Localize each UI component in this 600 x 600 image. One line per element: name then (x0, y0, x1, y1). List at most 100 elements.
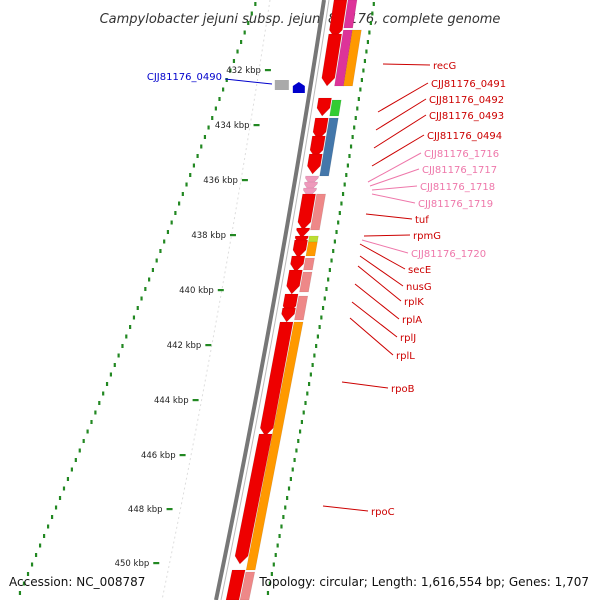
genome-backbone (214, 0, 330, 600)
outer-dot (229, 68, 232, 73)
outer-dot (211, 116, 214, 120)
inner-dot (270, 572, 273, 576)
inner-dot (284, 505, 287, 510)
outer-dot (148, 277, 151, 282)
tick-mark (241, 179, 248, 182)
inner-dot (343, 182, 346, 187)
outer-dot (105, 382, 109, 386)
inner-dot (357, 97, 360, 101)
gene-label: rplK (404, 297, 424, 308)
outer-dot (178, 201, 181, 206)
tick-mark (205, 344, 212, 347)
outer-dot (117, 353, 120, 358)
leader-line (357, 265, 402, 302)
inner-dot (365, 49, 368, 54)
outer-dot (136, 306, 139, 310)
inner-dot (268, 581, 272, 586)
gene-block (281, 307, 296, 323)
outer-dot (54, 505, 58, 510)
leader-line (371, 193, 416, 204)
inner-dot (306, 391, 309, 396)
outer-dot (254, 2, 257, 6)
leader-line (373, 114, 427, 149)
inner-dot (327, 277, 330, 282)
leader-line (322, 505, 369, 512)
outer-dot (30, 562, 34, 567)
tick-label: 434 kbp (215, 121, 250, 131)
outer-dot (166, 230, 170, 234)
outer-dot (18, 591, 22, 595)
tick-label: 438 kbp (191, 231, 226, 241)
gene-block (316, 97, 332, 117)
outer-dot (189, 173, 192, 177)
inner-dot (266, 591, 270, 595)
gene-block (334, 29, 353, 87)
outer-dot (200, 144, 203, 149)
outer-dot (243, 30, 246, 35)
outer-dot (26, 572, 30, 576)
gene-block (329, 99, 342, 117)
gene-label: CJJ81176_1718 (420, 182, 495, 193)
leader-line (341, 381, 389, 389)
outer-dot (236, 49, 239, 54)
inner-dot (369, 21, 372, 25)
inner-dot (297, 439, 300, 443)
gene-features (225, 0, 362, 600)
gene-block (292, 239, 309, 259)
outer-dot (82, 439, 85, 443)
gene-block (343, 29, 362, 87)
inner-dot (293, 458, 296, 462)
inner-dot (351, 135, 354, 139)
outer-dot (185, 182, 188, 187)
outer-dot (129, 325, 132, 329)
outer-dot (218, 97, 221, 101)
outer-dot (207, 125, 210, 130)
gene-labels: recG CJJ81176_0491 CJJ81176_0492 CJJ81176_0… (147, 61, 506, 518)
inner-dot (304, 401, 307, 405)
inner-dot (356, 106, 359, 111)
leader-line (361, 239, 409, 254)
tick-mark (153, 562, 160, 565)
inner-dot (371, 11, 374, 16)
outer-dot (174, 211, 177, 215)
inner-dot (291, 467, 294, 472)
outer-dot (46, 524, 50, 529)
inner-dot (345, 173, 348, 177)
inner-dot (316, 334, 319, 339)
inner-dot (323, 296, 326, 301)
leader-line (354, 283, 400, 320)
outer-dot (232, 59, 236, 63)
gene-label: nusG (406, 282, 432, 293)
outer-dot (140, 296, 143, 301)
outer-dot (247, 21, 250, 25)
inner-dot (340, 201, 343, 206)
gene-label-left: CJJ81176_0490 (147, 72, 222, 83)
accession-text: Accession: NC_008787 (9, 575, 145, 589)
outer-dot (222, 87, 225, 92)
gene-block (307, 235, 319, 243)
gene-block (286, 269, 303, 295)
tick-label: 432 kbp (226, 66, 261, 76)
gene-label: rpoB (391, 384, 415, 395)
tick-label: 446 kbp (141, 451, 176, 461)
inner-dot (321, 306, 325, 310)
gene-label: rpmG (413, 231, 441, 242)
inner-dot (278, 534, 281, 538)
outer-dot (42, 534, 46, 538)
inner-dot (348, 154, 351, 158)
inner-dot (311, 363, 314, 367)
gene-block (303, 257, 315, 271)
inner-dot (272, 562, 275, 567)
outer-dot (240, 40, 243, 44)
leader-line (351, 301, 398, 338)
leader-line (377, 82, 429, 113)
inner-dot (313, 353, 316, 358)
outer-dot (50, 515, 54, 519)
tick-label: 448 kbp (128, 505, 163, 515)
inner-dot (354, 116, 357, 120)
outer-dot (250, 11, 253, 16)
gene-block (290, 255, 306, 273)
tick-mark (192, 399, 199, 402)
inner-dot (280, 524, 283, 529)
gene-block (343, 0, 358, 29)
